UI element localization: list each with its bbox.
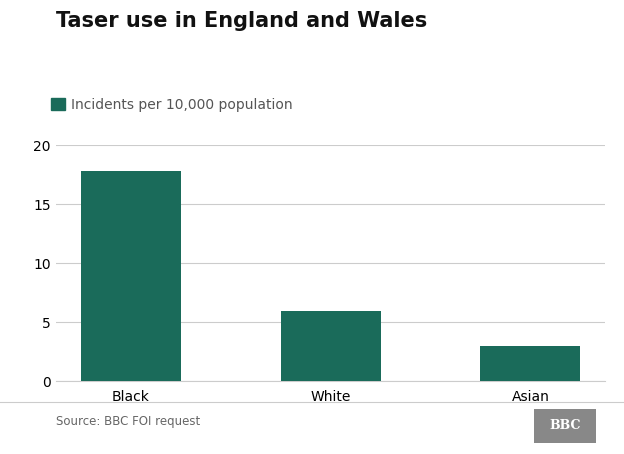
Text: Taser use in England and Wales: Taser use in England and Wales	[56, 11, 427, 31]
Legend: Incidents per 10,000 population: Incidents per 10,000 population	[51, 98, 293, 112]
Bar	[81, 171, 181, 381]
Text: Source: BBC FOI request: Source: BBC FOI request	[56, 415, 200, 428]
Bar	[281, 311, 381, 381]
Text: BBC: BBC	[549, 419, 580, 432]
Bar	[480, 346, 580, 381]
